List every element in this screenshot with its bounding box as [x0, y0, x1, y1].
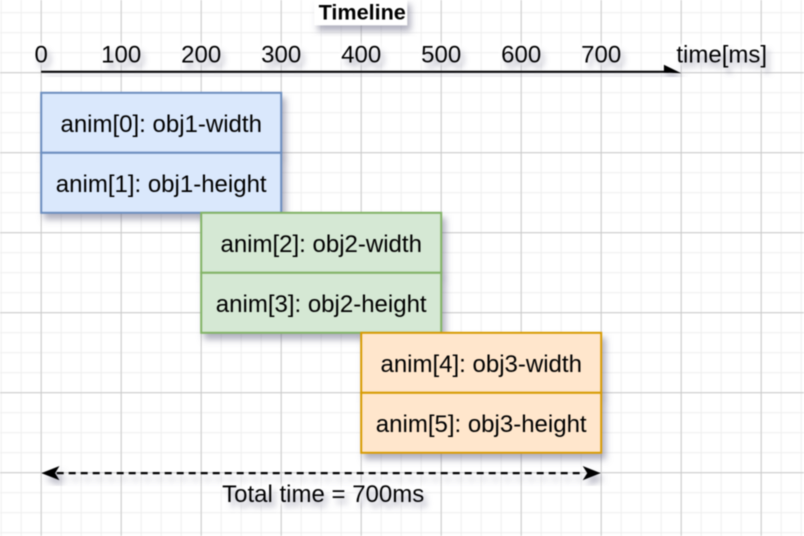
svg-text:100: 100 [101, 41, 141, 68]
svg-text:600: 600 [501, 41, 541, 68]
svg-text:0: 0 [35, 41, 48, 68]
svg-text:300: 300 [261, 41, 301, 68]
svg-text:anim[5]: obj3-height: anim[5]: obj3-height [376, 411, 587, 438]
svg-text:0: 0 [35, 41, 48, 68]
svg-text:time[ms]: time[ms] [676, 41, 767, 68]
svg-text:anim[0]: obj1-width: anim[0]: obj1-width [60, 111, 261, 138]
svg-text:anim[2]: obj2-width: anim[2]: obj2-width [220, 231, 421, 258]
svg-text:Timeline: Timeline [319, 0, 406, 24]
svg-text:500: 500 [421, 41, 461, 68]
svg-text:700: 700 [581, 41, 621, 68]
svg-text:Total time = 700ms: Total time = 700ms [222, 481, 424, 508]
svg-text:500: 500 [421, 41, 461, 68]
svg-text:100: 100 [101, 41, 141, 68]
svg-text:600: 600 [501, 41, 541, 68]
svg-text:anim[1]: obj1-height: anim[1]: obj1-height [56, 171, 267, 198]
svg-text:700: 700 [581, 41, 621, 68]
svg-text:Total time = 700ms: Total time = 700ms [222, 481, 424, 508]
svg-text:anim[3]: obj2-height: anim[3]: obj2-height [216, 291, 427, 318]
svg-text:300: 300 [261, 41, 301, 68]
svg-text:400: 400 [341, 41, 381, 68]
svg-text:anim[4]: obj3-width: anim[4]: obj3-width [380, 351, 581, 378]
svg-text:200: 200 [181, 41, 221, 68]
svg-text:400: 400 [341, 41, 381, 68]
svg-text:time[ms]: time[ms] [676, 41, 767, 68]
svg-text:200: 200 [181, 41, 221, 68]
